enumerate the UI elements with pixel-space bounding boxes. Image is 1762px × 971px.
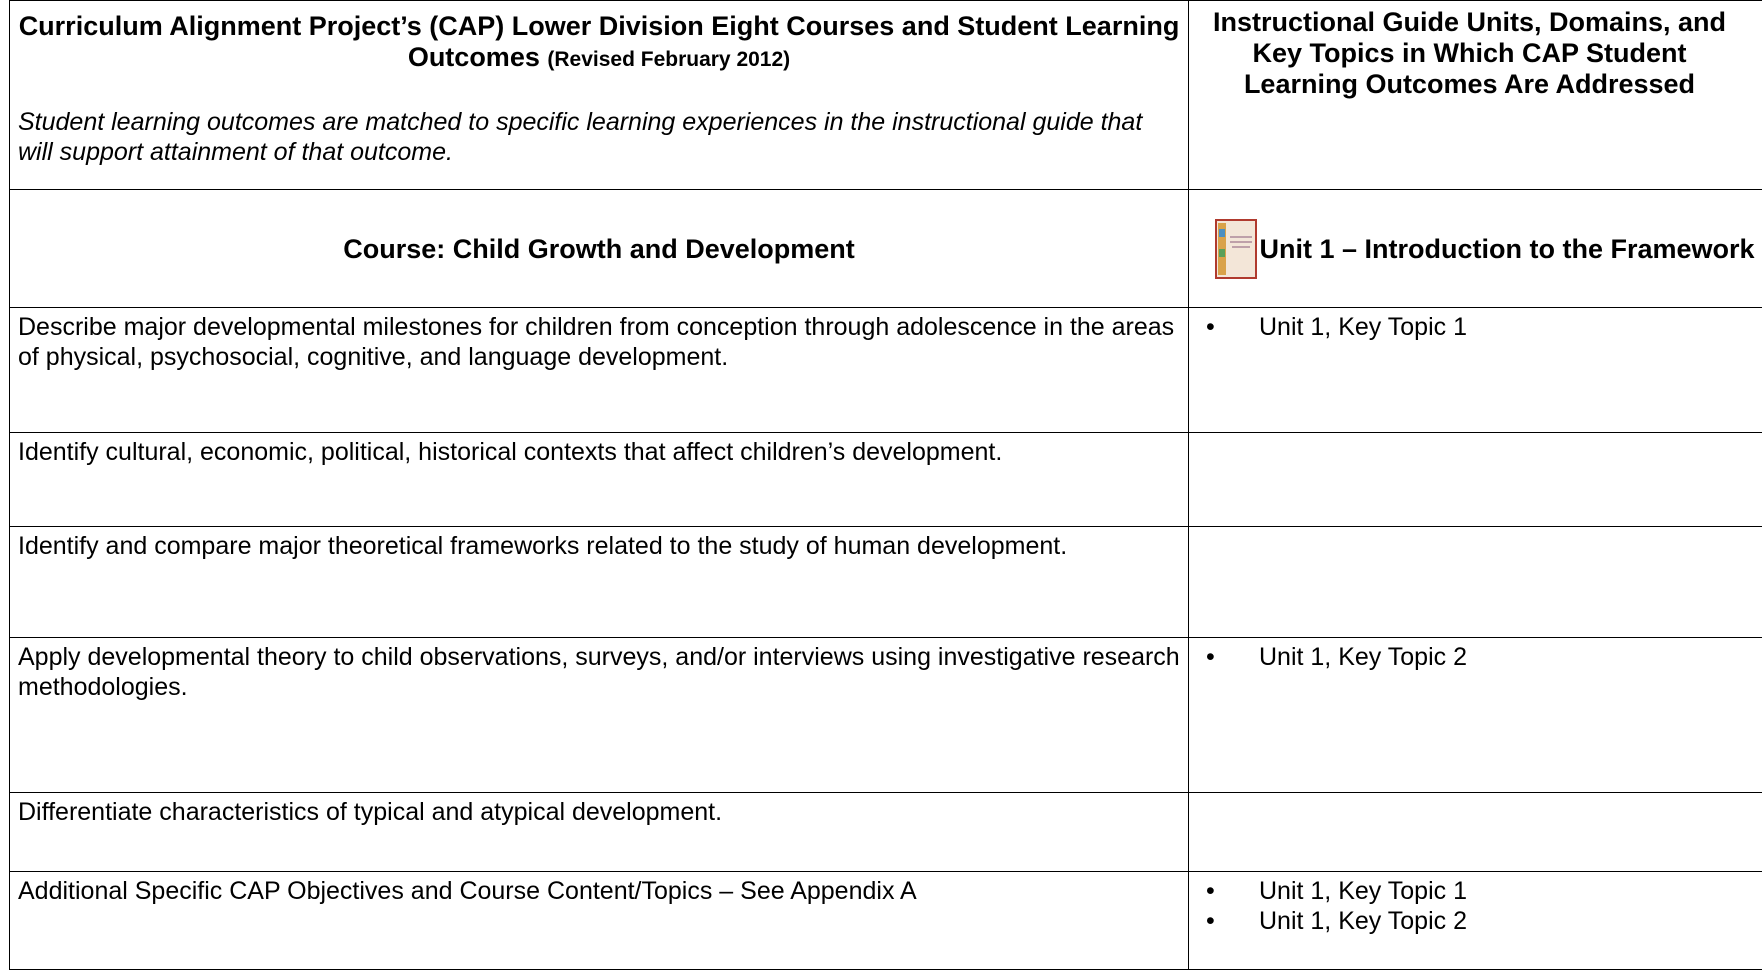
outcome-row: Identify cultural, economic, political, …: [10, 433, 1762, 527]
topics-cell: [1189, 433, 1762, 527]
alignment-table: Curriculum Alignment Project’s (CAP) Low…: [9, 0, 1762, 970]
header-left: Curriculum Alignment Project’s (CAP) Low…: [10, 1, 1189, 190]
topics-cell: Unit 1, Key Topic 1: [1189, 308, 1762, 433]
topics-cell: Unit 1, Key Topic 2: [1189, 638, 1762, 793]
page: {"header": {"left_title": "Curriculum Al…: [0, 0, 1762, 971]
topics-cell: [1189, 793, 1762, 872]
outcome: Additional Specific CAP Objectives and C…: [10, 872, 1189, 970]
outcome-row: Identify and compare major theoretical f…: [10, 527, 1762, 638]
outcome-row: Describe major developmental milestones …: [10, 308, 1762, 433]
outcome: Differentiate characteristics of typical…: [10, 793, 1189, 872]
topics-cell: Unit 1, Key Topic 1Unit 1, Key Topic 2: [1189, 872, 1762, 970]
topic: Unit 1, Key Topic 1: [1197, 876, 1762, 906]
outcome-row: Additional Specific CAP Objectives and C…: [10, 872, 1762, 970]
header-title: Curriculum Alignment Project’s (CAP) Low…: [18, 11, 1180, 75]
unit: Unit 1 – Introduction to the Framework: [1197, 219, 1757, 279]
revised: (Revised February 2012): [547, 48, 790, 71]
outcome-row: Apply developmental theory to child obse…: [10, 638, 1762, 793]
topic: Unit 1, Key Topic 2: [1197, 642, 1762, 672]
right-title: Instructional Guide Units, Domains, and …: [1197, 7, 1742, 100]
header-right: Instructional Guide Units, Domains, and …: [1189, 1, 1762, 190]
book-icon: [1215, 219, 1257, 279]
header-note: Student learning outcomes are matched to…: [18, 107, 1180, 167]
outcome: Describe major developmental milestones …: [10, 308, 1189, 433]
topic: Unit 1, Key Topic 2: [1197, 906, 1762, 936]
unit-cell: Unit 1 – Introduction to the Framework: [1189, 190, 1762, 308]
topics-cell: [1189, 527, 1762, 638]
course-name: Course: Child Growth and Development: [10, 190, 1189, 308]
outcome: Apply developmental theory to child obse…: [10, 638, 1189, 793]
unit-title: Unit 1 – Introduction to the Framework: [1257, 233, 1757, 265]
outcome-row: Differentiate characteristics of typical…: [10, 793, 1762, 872]
header-row: Curriculum Alignment Project’s (CAP) Low…: [10, 1, 1762, 190]
topic-list: Unit 1, Key Topic 2: [1197, 642, 1762, 672]
topic-list: Unit 1, Key Topic 1Unit 1, Key Topic 2: [1197, 876, 1762, 936]
outcome: Identify and compare major theoretical f…: [10, 527, 1189, 638]
course-row: Course: Child Growth and Development Uni…: [10, 190, 1762, 308]
topic-list: Unit 1, Key Topic 1: [1197, 312, 1762, 342]
topic: Unit 1, Key Topic 1: [1197, 312, 1762, 342]
outcome: Identify cultural, economic, political, …: [10, 433, 1189, 527]
